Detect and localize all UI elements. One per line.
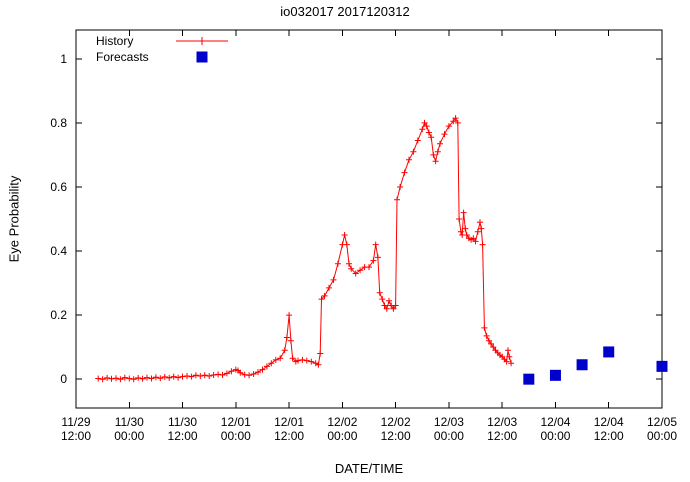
legend-item-forecasts: Forecasts xyxy=(96,49,230,65)
x-axis-label: DATE/TIME xyxy=(334,461,404,476)
svg-text:12/03: 12/03 xyxy=(434,415,464,429)
svg-text:12/01: 12/01 xyxy=(221,415,251,429)
svg-text:1: 1 xyxy=(60,52,67,66)
svg-text:00:00: 00:00 xyxy=(327,429,357,443)
svg-text:12/05: 12/05 xyxy=(647,415,677,429)
svg-text:12/02: 12/02 xyxy=(381,415,411,429)
svg-text:12:00: 12:00 xyxy=(381,429,411,443)
svg-text:12:00: 12:00 xyxy=(168,429,198,443)
svg-text:12/01: 12/01 xyxy=(274,415,304,429)
chart-title: io032017 2017120312 xyxy=(280,4,410,19)
svg-text:00:00: 00:00 xyxy=(434,429,464,443)
svg-text:12:00: 12:00 xyxy=(61,429,91,443)
svg-text:12:00: 12:00 xyxy=(594,429,624,443)
legend: History Forecasts xyxy=(96,33,230,65)
svg-text:00:00: 00:00 xyxy=(647,429,677,443)
history-line-sample-icon xyxy=(176,37,228,45)
svg-text:0.8: 0.8 xyxy=(50,116,67,130)
svg-text:12:00: 12:00 xyxy=(487,429,517,443)
svg-text:0.2: 0.2 xyxy=(50,308,67,322)
svg-text:00:00: 00:00 xyxy=(221,429,251,443)
svg-text:12/04: 12/04 xyxy=(540,415,570,429)
svg-text:00:00: 00:00 xyxy=(540,429,570,443)
legend-label-forecasts: Forecasts xyxy=(96,50,149,64)
svg-text:12/02: 12/02 xyxy=(327,415,357,429)
svg-text:11/30: 11/30 xyxy=(115,415,144,429)
svg-text:0.6: 0.6 xyxy=(50,180,67,194)
svg-text:11/29: 11/29 xyxy=(61,415,90,429)
svg-text:00:00: 00:00 xyxy=(114,429,144,443)
svg-text:12/03: 12/03 xyxy=(487,415,517,429)
legend-item-history: History xyxy=(96,33,230,49)
svg-text:0.4: 0.4 xyxy=(50,244,67,258)
legend-label-history: History xyxy=(96,34,134,48)
svg-text:0: 0 xyxy=(60,372,67,386)
forecast-square-sample-icon xyxy=(196,51,208,63)
svg-text:12:00: 12:00 xyxy=(274,429,304,443)
svg-text:12/04: 12/04 xyxy=(594,415,624,429)
svg-text:11/30: 11/30 xyxy=(168,415,197,429)
